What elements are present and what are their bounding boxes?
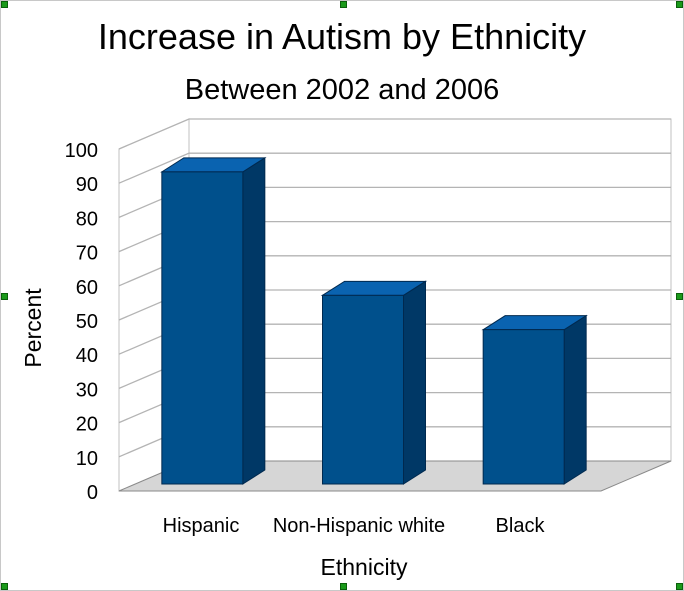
resize-handle-top-center[interactable]: [340, 1, 347, 8]
bar-non-hispanic-white: [320, 280, 428, 485]
y-tick-label: 50: [76, 311, 98, 333]
resize-handle-middle-left[interactable]: [1, 293, 8, 300]
y-tick-label: 40: [76, 345, 98, 367]
y-tick-label: 80: [76, 208, 98, 230]
y-tick-label: 0: [87, 482, 98, 504]
resize-handle-top-right[interactable]: [676, 1, 683, 8]
resize-handle-bottom-right[interactable]: [676, 583, 683, 590]
resize-handle-top-left[interactable]: [1, 1, 8, 8]
resize-handle-bottom-center[interactable]: [340, 583, 347, 590]
y-tick-label: 10: [76, 448, 98, 470]
bar-front-face: [482, 329, 565, 485]
resize-handle-bottom-left[interactable]: [1, 583, 8, 590]
bar-front-face: [322, 294, 404, 485]
gridline: [118, 118, 671, 150]
y-tick-label: 70: [76, 243, 98, 265]
resize-handle-middle-right[interactable]: [676, 293, 683, 300]
y-tick-label: 20: [76, 414, 98, 436]
bar-hispanic: [160, 156, 267, 485]
bar-side-face: [563, 314, 587, 485]
chart-title: Increase in Autism by Ethnicity: [98, 16, 586, 57]
bar-front-face: [161, 171, 244, 485]
chart-subtitle: Between 2002 and 2006: [185, 74, 499, 106]
y-tick-label: 30: [76, 379, 98, 401]
bar-side-face: [242, 156, 266, 485]
bar-black: [481, 314, 588, 485]
y-tick-label: 90: [76, 174, 98, 196]
y-tick-label: 100: [65, 140, 98, 162]
x-tick-label: Non-Hispanic white: [273, 515, 445, 537]
x-tick-label: Hispanic: [163, 515, 240, 537]
plot-area: 0 10 20 30 40 50 60 70 80 90 100 Hispanic Non-Hispan…: [65, 118, 672, 537]
y-tick-label: 60: [76, 277, 98, 299]
x-tick-label: Black: [496, 515, 546, 537]
gridline: [118, 152, 671, 184]
bar-side-face: [403, 280, 426, 485]
x-axis-title: Ethnicity: [321, 554, 408, 580]
y-axis-title: Percent: [20, 288, 46, 368]
